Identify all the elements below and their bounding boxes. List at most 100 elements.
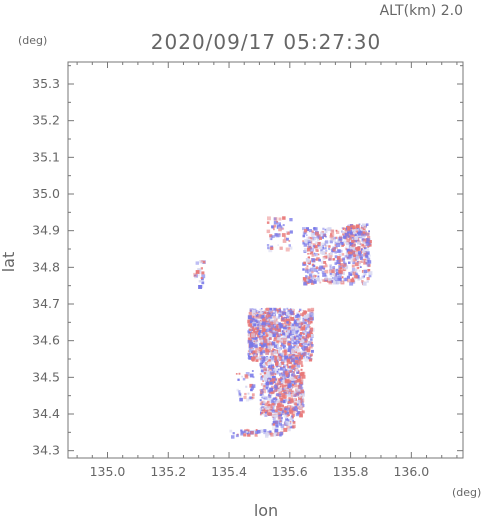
data-point: [290, 337, 294, 341]
data-point: [300, 389, 304, 394]
data-point: [266, 358, 268, 360]
data-point: [325, 240, 329, 244]
data-point: [269, 321, 274, 326]
data-point: [290, 380, 293, 384]
data-point: [341, 281, 344, 284]
data-point: [282, 239, 287, 243]
data-point: [310, 338, 313, 341]
data-point: [280, 345, 282, 347]
data-point: [283, 354, 287, 357]
data-point: [263, 342, 267, 346]
data-point: [361, 276, 364, 279]
data-point: [292, 410, 296, 414]
data-point: [262, 321, 266, 325]
data-point: [346, 239, 350, 243]
data-point: [355, 229, 357, 232]
data-point: [329, 252, 333, 256]
data-point: [305, 227, 309, 231]
data-point: [262, 400, 266, 404]
data-point: [285, 388, 288, 391]
data-point: [250, 346, 253, 349]
data-point: [297, 341, 300, 344]
x-axis-label: lon: [254, 501, 278, 520]
data-point: [247, 433, 251, 437]
data-point: [342, 257, 346, 261]
data-point: [266, 412, 270, 416]
data-point: [264, 308, 268, 311]
data-point: [274, 367, 277, 370]
data-point: [366, 251, 370, 255]
data-point: [336, 230, 340, 234]
data-point: [288, 320, 291, 323]
data-point: [338, 236, 343, 241]
data-point: [284, 399, 287, 402]
data-point: [273, 307, 277, 312]
data-point: [347, 226, 351, 230]
data-point: [345, 233, 349, 237]
data-point: [256, 429, 261, 434]
data-point: [276, 225, 281, 229]
data-point: [289, 218, 293, 222]
data-point: [291, 350, 295, 354]
data-point: [295, 315, 299, 318]
data-point: [316, 235, 320, 239]
data-point: [287, 326, 292, 331]
data-point: [287, 321, 292, 326]
data-point: [262, 315, 265, 319]
data-point: [300, 387, 304, 390]
data-point: [347, 278, 351, 283]
data-points: [193, 216, 373, 439]
data-point: [262, 350, 266, 354]
data-point: [292, 342, 294, 345]
data-point: [197, 268, 201, 272]
data-point: [293, 321, 297, 325]
data-point: [265, 348, 270, 353]
y-tick-label: 34.6: [32, 333, 60, 348]
data-point: [307, 308, 311, 312]
data-point: [352, 258, 357, 262]
data-point: [366, 246, 369, 248]
data-point: [270, 246, 274, 250]
data-point: [270, 352, 274, 356]
data-point: [255, 320, 258, 323]
data-point: [265, 345, 269, 349]
data-point: [361, 259, 365, 263]
data-point: [329, 272, 332, 275]
data-point: [259, 342, 263, 346]
data-point: [292, 371, 295, 374]
data-point: [245, 372, 250, 376]
data-point: [362, 227, 366, 231]
data-point: [251, 313, 254, 316]
data-point: [289, 246, 293, 250]
data-point: [279, 398, 283, 402]
data-point: [316, 270, 319, 273]
data-point: [270, 323, 274, 328]
data-point: [293, 348, 298, 353]
data-point: [348, 254, 352, 259]
data-point: [251, 370, 254, 372]
data-point: [362, 231, 366, 234]
data-point: [329, 240, 333, 244]
data-point: [284, 407, 287, 411]
data-point: [279, 379, 283, 382]
data-point: [258, 311, 261, 314]
data-point: [330, 271, 335, 276]
data-point: [339, 267, 343, 270]
data-point: [321, 251, 326, 255]
data-point: [298, 337, 301, 340]
data-point: [262, 370, 267, 374]
data-point: [332, 258, 335, 261]
data-point: [267, 319, 271, 322]
data-point: [321, 265, 326, 269]
data-point: [283, 326, 286, 329]
data-point: [249, 337, 252, 341]
data-point: [345, 236, 349, 240]
data-point: [235, 373, 238, 375]
data-point: [289, 399, 291, 401]
data-point: [280, 424, 285, 428]
data-point: [306, 331, 310, 336]
data-point: [325, 249, 328, 252]
data-point: [363, 238, 366, 241]
data-point: [301, 343, 304, 346]
y-tick-label: 34.7: [32, 296, 60, 311]
